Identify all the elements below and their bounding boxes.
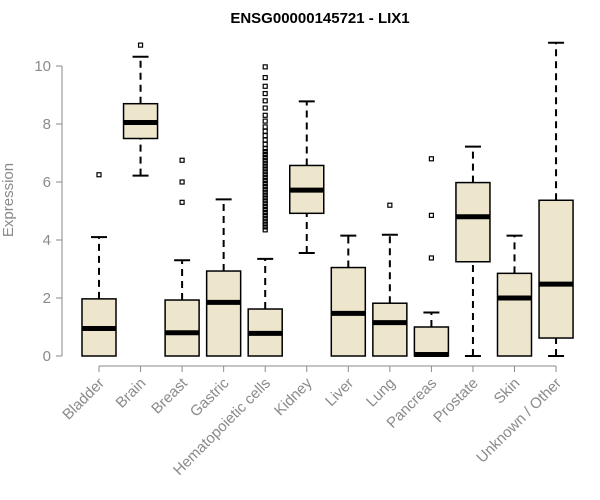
box-group	[122, 42, 159, 177]
outlier-point	[262, 206, 268, 213]
outlier-point	[262, 105, 268, 111]
chart-title: ENSG00000145721 - LIX1	[230, 10, 409, 27]
outlier-point	[262, 221, 268, 227]
outlier-point	[262, 137, 268, 143]
box-group	[372, 202, 408, 357]
box-group	[455, 145, 491, 357]
outlier-point	[262, 124, 268, 130]
y-tick-label: 0	[43, 348, 51, 365]
box-group	[496, 234, 533, 357]
outlier-point	[262, 204, 268, 210]
y-tick-label: 8	[43, 116, 51, 133]
outlier-point	[262, 224, 268, 230]
y-tick-label: 4	[43, 232, 51, 249]
outlier-point	[262, 157, 268, 163]
outlier-point	[262, 177, 268, 184]
outlier-point	[262, 64, 268, 70]
outlier-point	[262, 218, 268, 224]
outlier-point	[262, 118, 268, 124]
box	[372, 302, 408, 357]
outlier-point	[262, 163, 268, 169]
outlier-point	[262, 90, 268, 97]
box	[538, 199, 574, 339]
box-group	[538, 41, 574, 357]
y-tick-label: 6	[43, 174, 51, 191]
outlier-point	[262, 209, 268, 216]
box-group	[289, 100, 325, 255]
outlier-point	[262, 192, 268, 198]
box	[413, 326, 450, 357]
outlier-point	[179, 179, 185, 185]
outlier-point	[179, 157, 185, 163]
outlier-point	[262, 201, 268, 207]
outlier-point	[262, 183, 268, 189]
outlier-point	[179, 199, 185, 205]
outlier-point	[262, 195, 268, 201]
box	[496, 272, 533, 357]
x-tick-label: Breast	[148, 374, 191, 417]
outlier-point	[262, 212, 268, 218]
outlier-point	[262, 128, 268, 134]
outlier-point	[262, 189, 268, 195]
outlier-point	[262, 180, 268, 187]
outlier-point	[262, 160, 268, 166]
x-tick-label: Brain	[113, 375, 150, 412]
y-axis: 0 2 4 6 8 10	[34, 58, 63, 365]
box-group	[205, 198, 242, 357]
x-tick-label: Kidney	[271, 374, 316, 419]
x-tick-label: Skin	[491, 375, 524, 408]
box-group	[164, 157, 200, 357]
box	[205, 270, 242, 357]
outlier-point	[428, 156, 434, 162]
outlier-point	[262, 74, 268, 81]
outlier-point	[387, 202, 393, 208]
x-tick-label: Bladder	[59, 375, 108, 424]
boxes	[81, 41, 574, 358]
outlier-point	[262, 198, 268, 204]
box-group	[413, 156, 450, 358]
outlier-point	[262, 112, 268, 118]
y-tick-label: 2	[43, 290, 51, 307]
x-tick-label: Lung	[363, 375, 399, 411]
outlier-point	[262, 186, 268, 192]
outlier-point	[262, 215, 268, 221]
outlier-point	[137, 42, 144, 48]
outlier-point	[262, 98, 268, 104]
outlier-point	[262, 166, 268, 172]
box-group	[330, 234, 367, 357]
outlier-point	[262, 169, 268, 175]
outlier-point	[262, 133, 268, 139]
outlier-point	[262, 151, 268, 158]
outlier-point	[428, 255, 434, 261]
outlier-point	[96, 172, 102, 178]
outlier-point	[262, 141, 268, 147]
box	[455, 181, 491, 263]
outlier-point	[262, 154, 268, 160]
outlier-point	[262, 83, 268, 89]
y-tick-label: 10	[34, 58, 51, 75]
y-axis-label: Expression	[0, 163, 17, 237]
x-tick-label: Liver	[322, 375, 357, 410]
outlier-point	[262, 227, 268, 233]
outlier-point	[262, 172, 268, 178]
outlier-point	[428, 212, 434, 218]
outlier-point	[262, 148, 268, 155]
outlier-point	[262, 175, 268, 181]
box-group	[81, 172, 117, 357]
x-tick-label: Prostate	[430, 375, 482, 427]
box	[164, 299, 200, 357]
box-group	[247, 64, 283, 357]
